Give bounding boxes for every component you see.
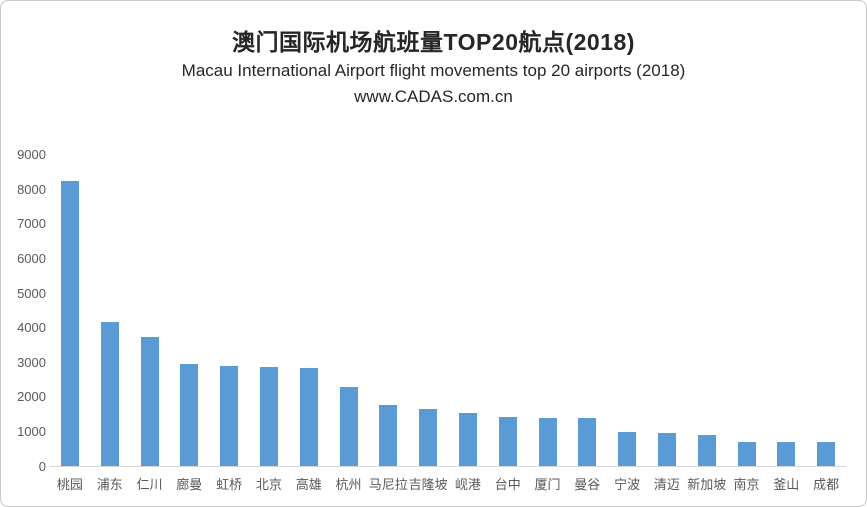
y-tick-label: 9000	[17, 147, 46, 163]
y-tick-label: 1000	[17, 423, 46, 439]
bar-马尼拉	[379, 405, 398, 466]
y-tick-label: 8000	[17, 181, 46, 197]
x-tick-label: 浦东	[96, 477, 123, 492]
x-tick-label: 釜山	[773, 477, 800, 492]
y-tick-label: 3000	[17, 354, 46, 370]
x-tick-label: 曼谷	[574, 477, 601, 492]
x-tick-label: 南京	[733, 477, 760, 492]
x-tick-label: 宁波	[614, 477, 641, 492]
bar-台中	[498, 416, 517, 466]
x-tick-label: 马尼拉	[368, 477, 408, 492]
y-tick-label: 5000	[17, 285, 46, 301]
x-tick-label: 厦门	[534, 477, 561, 492]
bar-浦东	[100, 322, 119, 466]
x-tick-label: 台中	[494, 477, 521, 492]
bar-仁川	[140, 336, 159, 466]
y-tick-label: 4000	[17, 320, 46, 336]
x-tick-label: 杭州	[335, 477, 362, 492]
x-tick-label: 仁川	[136, 477, 163, 492]
x-tick-label: 吉隆坡	[408, 477, 448, 492]
x-tick-label: 成都	[813, 477, 840, 492]
chart-subtitle: Macau International Airport flight movem…	[181, 61, 686, 80]
bar-南京	[737, 441, 756, 466]
bar-曼谷	[578, 418, 597, 466]
y-tick-label: 0	[38, 458, 46, 474]
bar-釜山	[777, 442, 796, 466]
bar-北京	[259, 367, 278, 466]
bar-桃园	[60, 180, 79, 466]
x-tick-label: 桃园	[56, 477, 83, 492]
bar-厦门	[538, 417, 557, 466]
x-tick-label: 北京	[255, 477, 282, 492]
x-axis-line	[50, 466, 846, 467]
bar-宁波	[618, 431, 637, 466]
x-tick-label: 清迈	[653, 477, 680, 492]
y-tick-label: 7000	[17, 216, 46, 232]
bar-新加坡	[697, 435, 716, 466]
y-tick-label: 6000	[17, 250, 46, 266]
x-tick-label: 新加坡	[687, 477, 727, 492]
bar-高雄	[299, 368, 318, 466]
bar-吉隆坡	[419, 408, 438, 466]
bar-清迈	[657, 432, 676, 466]
x-tick-label: 廊曼	[176, 477, 203, 492]
x-tick-label: 岘港	[454, 477, 481, 492]
bar-廊曼	[180, 364, 199, 466]
bar-杭州	[339, 387, 358, 466]
x-tick-label: 高雄	[295, 477, 322, 492]
chart-watermark-url: www.CADAS.com.cn	[354, 87, 513, 106]
bar-岘港	[458, 413, 477, 466]
bar-虹桥	[220, 366, 239, 466]
x-tick-label: 虹桥	[216, 477, 243, 492]
y-tick-label: 2000	[17, 389, 46, 405]
bar-成都	[817, 442, 836, 466]
chart-title: 澳门国际机场航班量TOP20航点(2018)	[232, 29, 635, 55]
